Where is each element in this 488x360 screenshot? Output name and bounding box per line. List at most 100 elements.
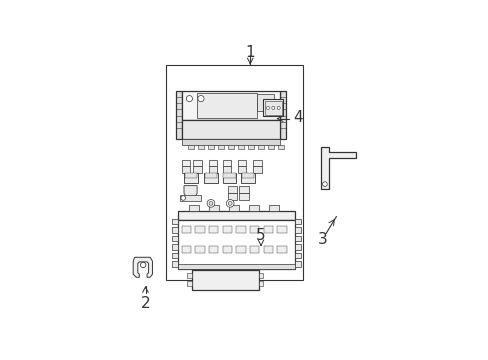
Polygon shape: [171, 244, 178, 249]
Polygon shape: [187, 274, 191, 278]
Text: 1: 1: [245, 45, 255, 60]
Polygon shape: [294, 227, 301, 233]
Polygon shape: [182, 120, 280, 139]
Polygon shape: [178, 264, 294, 269]
Polygon shape: [189, 205, 198, 211]
Polygon shape: [229, 205, 238, 211]
Bar: [198, 145, 203, 149]
Bar: [166, 65, 302, 280]
Polygon shape: [294, 261, 301, 266]
Bar: [247, 145, 254, 149]
Polygon shape: [236, 226, 245, 233]
Polygon shape: [184, 173, 197, 178]
Polygon shape: [258, 274, 263, 278]
Polygon shape: [249, 226, 259, 233]
Polygon shape: [222, 226, 231, 233]
Polygon shape: [171, 227, 178, 233]
Text: 2: 2: [141, 296, 150, 311]
Polygon shape: [182, 139, 280, 145]
Text: 4: 4: [293, 111, 303, 125]
Circle shape: [198, 95, 203, 102]
Polygon shape: [222, 160, 230, 166]
Polygon shape: [257, 94, 274, 111]
Polygon shape: [253, 166, 261, 172]
Circle shape: [186, 95, 192, 102]
Polygon shape: [280, 91, 285, 139]
Polygon shape: [264, 101, 281, 115]
Polygon shape: [171, 219, 178, 224]
Polygon shape: [294, 219, 301, 224]
Polygon shape: [239, 193, 248, 200]
Polygon shape: [176, 91, 182, 139]
Polygon shape: [253, 160, 261, 166]
Polygon shape: [191, 270, 258, 289]
Polygon shape: [277, 226, 286, 233]
Bar: [277, 145, 284, 149]
Polygon shape: [239, 186, 248, 193]
Circle shape: [277, 106, 280, 109]
Polygon shape: [277, 246, 286, 253]
Bar: [227, 145, 234, 149]
Polygon shape: [208, 160, 217, 166]
Bar: [218, 145, 224, 149]
Polygon shape: [222, 246, 231, 253]
Polygon shape: [178, 220, 294, 269]
Polygon shape: [195, 226, 204, 233]
Polygon shape: [183, 186, 197, 199]
Bar: [187, 145, 194, 149]
Polygon shape: [133, 257, 152, 277]
Polygon shape: [171, 236, 178, 241]
Polygon shape: [294, 236, 301, 241]
Polygon shape: [182, 91, 280, 120]
Polygon shape: [241, 173, 254, 178]
Circle shape: [140, 262, 145, 267]
Polygon shape: [241, 172, 254, 183]
Polygon shape: [208, 226, 218, 233]
Bar: [257, 145, 264, 149]
Polygon shape: [193, 166, 202, 172]
Polygon shape: [171, 261, 178, 266]
Text: 5: 5: [256, 228, 265, 243]
Circle shape: [226, 199, 234, 207]
Polygon shape: [223, 173, 235, 178]
Polygon shape: [249, 246, 259, 253]
Polygon shape: [263, 226, 272, 233]
Polygon shape: [222, 172, 236, 183]
Polygon shape: [195, 246, 204, 253]
Polygon shape: [269, 205, 278, 211]
Polygon shape: [171, 253, 178, 258]
Circle shape: [207, 199, 214, 207]
Bar: [207, 145, 214, 149]
Polygon shape: [182, 166, 190, 172]
Polygon shape: [238, 160, 246, 166]
Polygon shape: [208, 166, 217, 172]
Circle shape: [266, 106, 269, 109]
Circle shape: [181, 195, 185, 200]
Polygon shape: [263, 246, 272, 253]
Polygon shape: [182, 160, 190, 166]
Bar: [267, 145, 274, 149]
Circle shape: [228, 202, 232, 205]
Polygon shape: [258, 281, 263, 286]
Polygon shape: [263, 99, 283, 116]
Polygon shape: [227, 193, 237, 200]
Polygon shape: [209, 205, 218, 211]
Polygon shape: [187, 281, 191, 286]
Text: 3: 3: [317, 232, 327, 247]
Polygon shape: [227, 186, 237, 193]
Polygon shape: [182, 226, 190, 233]
Polygon shape: [197, 93, 257, 118]
Polygon shape: [236, 246, 245, 253]
Polygon shape: [204, 173, 217, 178]
Polygon shape: [238, 166, 246, 172]
Polygon shape: [182, 246, 190, 253]
Polygon shape: [208, 246, 218, 253]
Circle shape: [208, 202, 212, 205]
Polygon shape: [183, 172, 198, 183]
Circle shape: [271, 106, 274, 109]
Polygon shape: [178, 211, 294, 220]
Polygon shape: [193, 160, 202, 166]
Polygon shape: [294, 253, 301, 258]
Polygon shape: [180, 195, 201, 201]
Polygon shape: [222, 166, 230, 172]
